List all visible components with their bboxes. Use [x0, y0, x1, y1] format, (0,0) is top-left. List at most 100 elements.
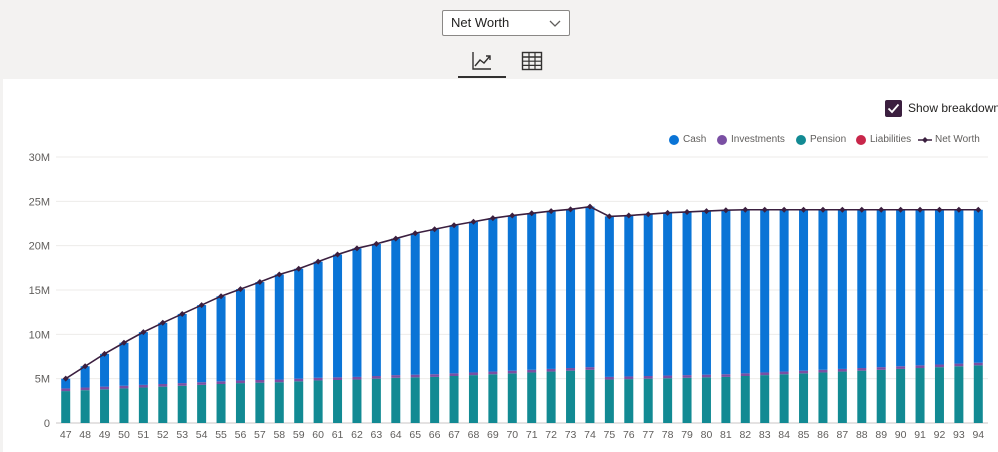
x-tick-label: 84 — [778, 429, 790, 441]
x-tick-label: 63 — [371, 429, 383, 441]
bar-investments — [449, 373, 459, 377]
net-worth-point — [878, 206, 885, 213]
x-tick-label: 70 — [506, 429, 518, 441]
table-grid-icon — [521, 51, 543, 71]
tab-chart-view[interactable] — [458, 46, 506, 78]
bar-cash — [527, 213, 537, 370]
bar-cash — [216, 296, 226, 382]
bar-investments — [391, 375, 401, 378]
net-worth-point — [606, 213, 613, 220]
bar-investments — [468, 372, 478, 376]
bar-cash — [566, 209, 576, 369]
bar-cash — [682, 211, 692, 376]
net-worth-point — [82, 363, 89, 370]
bar-cash — [663, 212, 673, 376]
net-worth-point — [218, 293, 225, 300]
bar-investments — [682, 375, 692, 378]
bar-cash — [701, 211, 711, 375]
x-tick-label: 69 — [487, 429, 499, 441]
net-worth-point — [451, 222, 458, 229]
x-tick-label: 64 — [390, 429, 402, 441]
bar-pension — [701, 377, 711, 423]
bar-cash — [371, 243, 381, 377]
x-tick-label: 79 — [681, 429, 693, 441]
bar-cash — [391, 238, 401, 376]
bar-pension — [857, 370, 867, 423]
bar-cash — [876, 209, 886, 368]
net-worth-point — [179, 310, 186, 317]
bar-pension — [177, 385, 187, 423]
x-tick-label: 66 — [429, 429, 441, 441]
bar-cash — [294, 268, 304, 379]
net-worth-point — [159, 319, 166, 326]
net-worth-point — [237, 286, 244, 293]
bar-pension — [546, 371, 556, 423]
bar-cash — [235, 289, 245, 381]
x-tick-label: 59 — [293, 429, 305, 441]
bar-investments — [701, 374, 711, 378]
bar-cash — [546, 211, 556, 369]
bar-pension — [818, 372, 828, 423]
net-worth-point — [198, 302, 205, 309]
legend-swatch — [796, 135, 806, 145]
bar-investments — [799, 370, 809, 374]
bar-cash — [604, 216, 614, 377]
x-tick-label: 76 — [623, 429, 635, 441]
y-tick-label: 25M — [29, 196, 50, 208]
x-tick-label: 67 — [448, 429, 460, 441]
net-worth-point — [761, 206, 768, 213]
bar-investments — [488, 371, 498, 375]
bar-investments — [138, 384, 148, 388]
bar-pension — [954, 366, 964, 423]
bar-cash — [643, 214, 653, 377]
net-worth-point — [722, 207, 729, 214]
legend-label: Cash — [683, 134, 707, 145]
bar-pension — [158, 386, 168, 423]
legend-label: Investments — [731, 134, 785, 145]
x-tick-label: 73 — [565, 429, 577, 441]
net-worth-point — [62, 375, 69, 382]
metric-dropdown[interactable]: Net Worth — [442, 10, 570, 36]
x-tick-label: 78 — [662, 429, 674, 441]
net-worth-point — [819, 206, 826, 213]
x-tick-label: 91 — [914, 429, 926, 441]
net-worth-point — [120, 339, 127, 346]
bar-pension — [604, 379, 614, 423]
x-tick-label: 93 — [953, 429, 965, 441]
bar-cash — [138, 332, 148, 385]
bar-cash — [158, 322, 168, 384]
bar-cash — [468, 221, 478, 373]
bar-pension — [837, 371, 847, 423]
bar-cash — [430, 229, 440, 375]
net-worth-point — [334, 251, 341, 258]
x-tick-label: 56 — [235, 429, 247, 441]
bar-pension — [721, 376, 731, 423]
net-worth-point — [489, 215, 496, 222]
net-worth-point — [315, 258, 322, 265]
x-tick-label: 94 — [972, 429, 984, 441]
bar-cash — [799, 209, 809, 371]
net-worth-point — [936, 206, 943, 213]
x-tick-label: 86 — [817, 429, 829, 441]
bar-investments — [235, 380, 245, 384]
tab-table-view[interactable] — [508, 46, 556, 78]
bar-investments — [430, 374, 440, 377]
net-worth-point — [101, 350, 108, 357]
bar-cash — [779, 209, 789, 372]
bar-cash — [740, 209, 750, 374]
x-tick-label: 87 — [837, 429, 849, 441]
x-tick-label: 54 — [196, 429, 208, 441]
bar-investments — [585, 367, 595, 370]
net-worth-point — [645, 211, 652, 218]
bar-cash — [333, 254, 343, 378]
checkmark-icon — [887, 103, 900, 114]
x-tick-label: 80 — [701, 429, 713, 441]
net-worth-point — [548, 208, 555, 215]
bar-pension — [371, 378, 381, 423]
checkbox-box[interactable] — [885, 100, 902, 117]
bar-pension — [333, 379, 343, 423]
bar-investments — [566, 368, 576, 371]
x-tick-label: 61 — [332, 429, 344, 441]
bar-pension — [799, 373, 809, 423]
bar-investments — [371, 376, 381, 379]
